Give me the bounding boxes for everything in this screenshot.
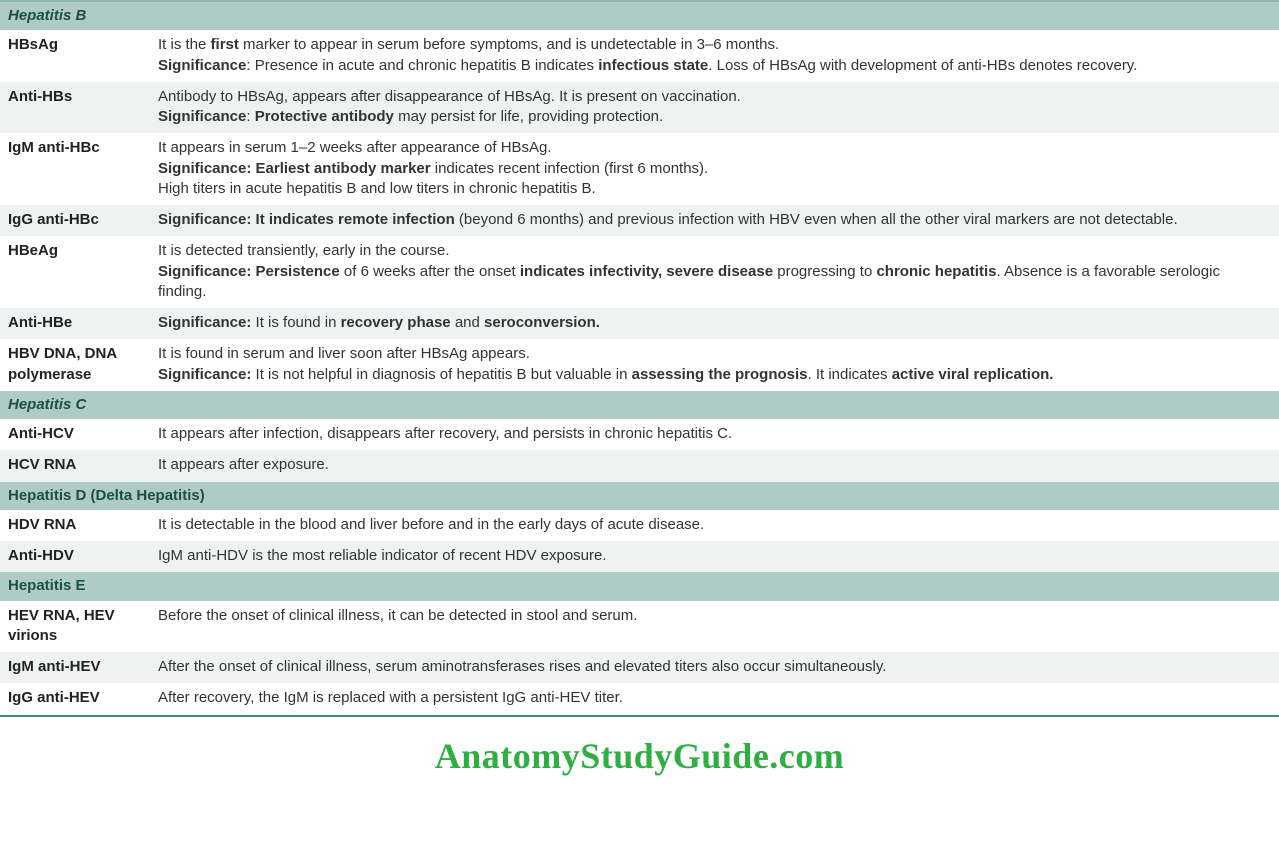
- table-row: IgM anti-HBcIt appears in serum 1–2 week…: [0, 133, 1279, 205]
- marker-name: HDV RNA: [0, 510, 150, 541]
- table-row: HCV RNAIt appears after exposure.: [0, 450, 1279, 481]
- marker-name: HEV RNA, HEV virions: [0, 601, 150, 653]
- section-header: Hepatitis D (Delta Hepatitis): [0, 482, 1279, 510]
- section-header: Hepatitis B: [0, 1, 1279, 30]
- table-row: HDV RNAIt is detectable in the blood and…: [0, 510, 1279, 541]
- marker-description: After recovery, the IgM is replaced with…: [150, 683, 1279, 715]
- marker-name: HCV RNA: [0, 450, 150, 481]
- marker-description: Before the onset of clinical illness, it…: [150, 601, 1279, 653]
- table-row: Anti-HBeSignificance: It is found in rec…: [0, 308, 1279, 339]
- marker-description: After the onset of clinical illness, ser…: [150, 652, 1279, 683]
- section-title: Hepatitis E: [0, 572, 1279, 600]
- marker-description: Significance: It is found in recovery ph…: [150, 308, 1279, 339]
- marker-name: Anti-HCV: [0, 419, 150, 450]
- marker-name: Anti-HBe: [0, 308, 150, 339]
- section-title: Hepatitis D (Delta Hepatitis): [0, 482, 1279, 510]
- section-title: Hepatitis C: [0, 391, 1279, 419]
- marker-description: It is the first marker to appear in seru…: [150, 30, 1279, 82]
- marker-description: IgM anti-HDV is the most reliable indica…: [150, 541, 1279, 572]
- table-row: IgM anti-HEVAfter the onset of clinical …: [0, 652, 1279, 683]
- table-row: HBV DNA, DNA polymeraseIt is found in se…: [0, 339, 1279, 391]
- marker-description: It appears after infection, disappears a…: [150, 419, 1279, 450]
- table-row: HBeAgIt is detected transiently, early i…: [0, 236, 1279, 308]
- marker-name: IgG anti-HEV: [0, 683, 150, 715]
- table-row: HBsAgIt is the first marker to appear in…: [0, 30, 1279, 82]
- marker-name: HBeAg: [0, 236, 150, 308]
- table-row: Anti-HBsAntibody to HBsAg, appears after…: [0, 82, 1279, 134]
- table-row: Anti-HDVIgM anti-HDV is the most reliabl…: [0, 541, 1279, 572]
- table-row: IgG anti-HBcSignificance: It indicates r…: [0, 205, 1279, 236]
- table-row: Anti-HCVIt appears after infection, disa…: [0, 419, 1279, 450]
- marker-description: It is detected transiently, early in the…: [150, 236, 1279, 308]
- section-header: Hepatitis C: [0, 391, 1279, 419]
- marker-description: It appears in serum 1–2 weeks after appe…: [150, 133, 1279, 205]
- marker-description: It is detectable in the blood and liver …: [150, 510, 1279, 541]
- marker-name: Anti-HBs: [0, 82, 150, 134]
- marker-name: Anti-HDV: [0, 541, 150, 572]
- marker-description: It is found in serum and liver soon afte…: [150, 339, 1279, 391]
- marker-name: HBV DNA, DNA polymerase: [0, 339, 150, 391]
- marker-name: IgM anti-HBc: [0, 133, 150, 205]
- table-row: IgG anti-HEVAfter recovery, the IgM is r…: [0, 683, 1279, 715]
- marker-description: Antibody to HBsAg, appears after disappe…: [150, 82, 1279, 134]
- marker-name: IgM anti-HEV: [0, 652, 150, 683]
- marker-name: IgG anti-HBc: [0, 205, 150, 236]
- watermark-text: AnatomyStudyGuide.com: [0, 717, 1279, 785]
- table-row: HEV RNA, HEV virionsBefore the onset of …: [0, 601, 1279, 653]
- marker-description: Significance: It indicates remote infect…: [150, 205, 1279, 236]
- section-header: Hepatitis E: [0, 572, 1279, 600]
- marker-description: It appears after exposure.: [150, 450, 1279, 481]
- hepatitis-markers-table: Hepatitis BHBsAgIt is the first marker t…: [0, 0, 1279, 717]
- section-title: Hepatitis B: [0, 1, 1279, 30]
- marker-name: HBsAg: [0, 30, 150, 82]
